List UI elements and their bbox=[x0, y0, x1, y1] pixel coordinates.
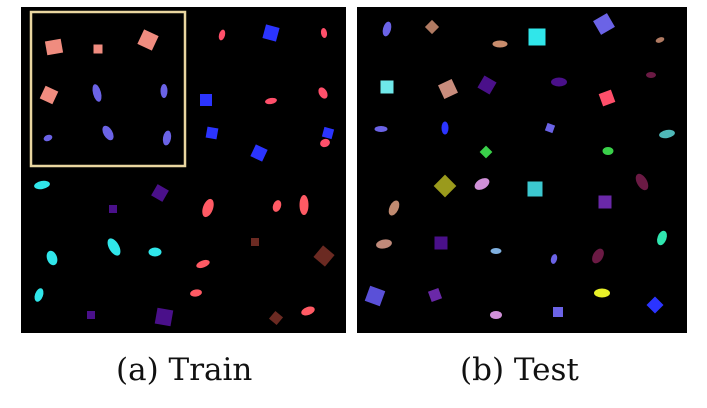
test-ellipse-18 bbox=[602, 147, 614, 155]
train-square-2 bbox=[93, 44, 103, 54]
train-ellipse-30 bbox=[196, 259, 210, 269]
train-square-29 bbox=[251, 238, 259, 246]
train-ellipse-23 bbox=[202, 198, 214, 218]
test-square-31 bbox=[364, 285, 386, 307]
test-square-4 bbox=[528, 28, 546, 46]
test-caption: (b) Test bbox=[460, 352, 579, 388]
train-square-16 bbox=[205, 126, 219, 140]
train-panel bbox=[21, 7, 346, 333]
train-ellipse-37 bbox=[301, 306, 315, 316]
test-square-17 bbox=[479, 145, 493, 159]
test-square-2 bbox=[424, 19, 440, 35]
test-ellipse-3 bbox=[492, 40, 508, 48]
train-ellipse-15 bbox=[318, 87, 328, 99]
test-square-24 bbox=[598, 195, 612, 209]
train-ellipse-7 bbox=[43, 134, 53, 142]
train-square-22 bbox=[109, 205, 117, 213]
test-ellipse-22 bbox=[635, 173, 649, 191]
test-square-36 bbox=[553, 307, 563, 317]
train-square-34 bbox=[87, 311, 95, 319]
test-square-8 bbox=[438, 79, 458, 99]
test-ellipse-20 bbox=[474, 178, 490, 190]
train-ellipse-12 bbox=[320, 28, 328, 38]
train-square-13 bbox=[200, 94, 212, 106]
train-ellipse-27 bbox=[107, 238, 121, 256]
test-ellipse-14 bbox=[441, 121, 449, 135]
train-ellipse-5 bbox=[92, 84, 102, 102]
test-ellipse-26 bbox=[376, 239, 392, 249]
test-ellipse-33 bbox=[594, 288, 610, 298]
test-ellipse-16 bbox=[659, 129, 675, 139]
train-ellipse-32 bbox=[34, 288, 44, 302]
train-shapes bbox=[29, 10, 335, 327]
train-ellipse-19 bbox=[320, 138, 330, 148]
train-square-35 bbox=[154, 307, 174, 327]
test-ellipse-30 bbox=[592, 248, 604, 264]
test-square-32 bbox=[427, 287, 443, 303]
test-square-5 bbox=[593, 13, 615, 35]
train-ellipse-6 bbox=[160, 84, 168, 98]
train-square-36 bbox=[268, 310, 284, 326]
train-ellipse-14 bbox=[265, 97, 277, 105]
train-ellipse-24 bbox=[272, 200, 282, 212]
test-square-34 bbox=[646, 296, 664, 314]
train-square-11 bbox=[262, 24, 280, 42]
highlight-box bbox=[29, 10, 187, 168]
train-ellipse-10 bbox=[218, 29, 226, 41]
train-ellipse-25 bbox=[299, 195, 309, 215]
test-ellipse-35 bbox=[490, 311, 502, 319]
train-square-17 bbox=[321, 126, 335, 140]
test-ellipse-29 bbox=[550, 254, 558, 264]
train-ellipse-26 bbox=[46, 250, 58, 266]
test-ellipse-1 bbox=[382, 21, 392, 37]
train-ellipse-8 bbox=[102, 125, 114, 141]
test-ellipse-25 bbox=[657, 230, 667, 246]
test-square-19 bbox=[433, 174, 457, 198]
train-square-4 bbox=[39, 85, 59, 105]
train-square-31 bbox=[313, 245, 335, 267]
train-ellipse-20 bbox=[34, 180, 50, 190]
test-ellipse-6 bbox=[655, 37, 665, 43]
test-ellipse-10 bbox=[551, 77, 567, 87]
test-square-15 bbox=[544, 122, 556, 134]
test-ellipse-13 bbox=[374, 126, 388, 132]
train-ellipse-28 bbox=[148, 247, 162, 257]
test-square-7 bbox=[380, 80, 394, 94]
test-ellipse-11 bbox=[646, 72, 656, 78]
test-shapes bbox=[364, 13, 675, 319]
train-square-21 bbox=[151, 184, 169, 202]
test-square-9 bbox=[477, 75, 497, 95]
train-ellipse-33 bbox=[190, 289, 202, 297]
train-square-3 bbox=[137, 29, 159, 51]
test-square-12 bbox=[598, 89, 616, 107]
train-square-18 bbox=[250, 144, 268, 162]
test-square-27 bbox=[434, 236, 448, 250]
train-square-1 bbox=[44, 38, 64, 56]
test-ellipse-28 bbox=[490, 248, 502, 254]
test-panel bbox=[357, 7, 687, 333]
test-ellipse-23 bbox=[388, 200, 400, 216]
train-ellipse-9 bbox=[162, 130, 172, 146]
train-caption: (a) Train bbox=[116, 352, 253, 388]
test-square-21 bbox=[527, 181, 543, 197]
